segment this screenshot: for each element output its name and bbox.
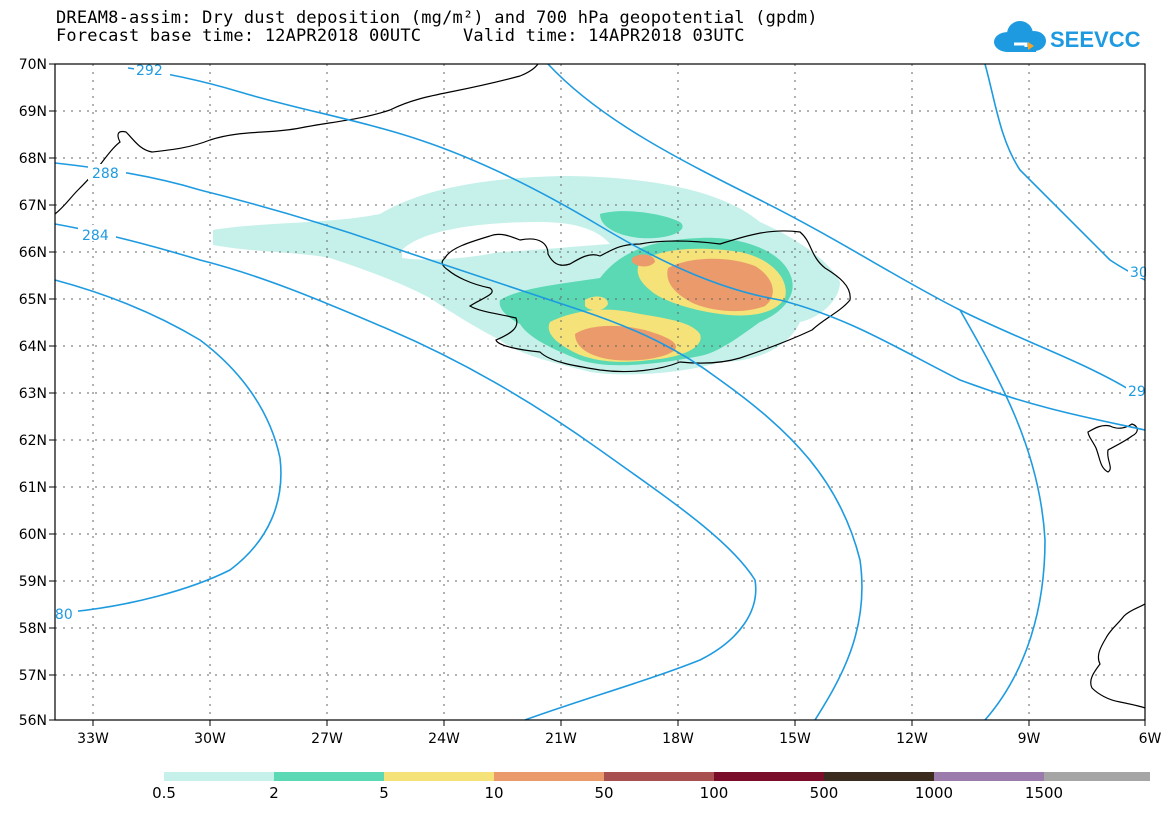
legend-label: 100 xyxy=(700,784,729,802)
lon-label: 33W xyxy=(77,731,109,747)
legend-label: 500 xyxy=(810,784,839,802)
map-title: DREAM8-assim: Dry dust deposition (mg/m²… xyxy=(56,8,818,28)
legend-labels: 0.5 2 5 10 50 100 500 1000 1500 xyxy=(152,784,1063,802)
lon-label: 18W xyxy=(662,731,694,747)
grid xyxy=(55,64,1145,720)
faroe-islands xyxy=(1087,423,1138,473)
contour-label-292: 292 xyxy=(136,63,163,79)
contour-label-284: 284 xyxy=(82,228,109,244)
seevccc-logo: SEEVCCC xyxy=(994,21,1140,52)
legend-swatch xyxy=(824,772,934,781)
contour-296 xyxy=(547,63,1131,721)
dust-gap xyxy=(402,222,610,260)
contour-280 xyxy=(54,279,282,613)
legend-label: 0.5 xyxy=(152,784,176,802)
lat-label: 58N xyxy=(19,621,47,637)
legend-label: 50 xyxy=(594,784,613,802)
lat-label: 67N xyxy=(19,198,47,214)
legend-swatch xyxy=(384,772,494,781)
lon-label: 21W xyxy=(545,731,577,747)
lat-label: 56N xyxy=(19,713,47,729)
lat-label: 57N xyxy=(19,668,47,684)
lon-label: 15W xyxy=(779,731,811,747)
lat-label: 69N xyxy=(19,104,47,120)
coastlines xyxy=(54,63,1146,709)
lon-label: 30W xyxy=(194,731,226,747)
lon-label: 12W xyxy=(896,731,928,747)
scotland-coast xyxy=(1090,603,1146,709)
lat-label: 59N xyxy=(19,574,47,590)
legend-swatch xyxy=(604,772,714,781)
map-frame xyxy=(54,63,1146,721)
legend-swatch xyxy=(494,772,604,781)
latitude-labels: 70N 69N 68N 67N 66N 65N 64N 63N 62N 61N … xyxy=(19,57,47,729)
lon-label: 9W xyxy=(1018,731,1041,747)
legend-swatch xyxy=(164,772,274,781)
legend-swatch xyxy=(274,772,384,781)
map-subtitle: Forecast base time: 12APR2018 00UTC Vali… xyxy=(56,26,745,46)
legend-label: 10 xyxy=(484,784,503,802)
legend-label: 1500 xyxy=(1025,784,1063,802)
lon-label: 27W xyxy=(311,731,343,747)
legend-swatch xyxy=(1044,772,1150,781)
lat-label: 60N xyxy=(19,527,47,543)
legend-label: 5 xyxy=(379,784,389,802)
legend-swatch xyxy=(934,772,1044,781)
lat-label: 70N xyxy=(19,57,47,73)
tick-marks xyxy=(49,63,1146,726)
legend-colorbar xyxy=(164,772,1150,781)
contour-300 xyxy=(984,63,1146,281)
lat-label: 61N xyxy=(19,480,47,496)
lat-label: 64N xyxy=(19,339,47,355)
lat-label: 63N xyxy=(19,386,47,402)
logo-text: SEEVCCC xyxy=(1050,27,1140,52)
cloud-icon xyxy=(994,21,1046,52)
legend-swatch xyxy=(714,772,824,781)
legend-label: 2 xyxy=(269,784,279,802)
lat-label: 65N xyxy=(19,292,47,308)
lon-label: 24W xyxy=(428,731,460,747)
lat-label: 62N xyxy=(19,433,47,449)
legend-label: 1000 xyxy=(915,784,953,802)
lat-label: 68N xyxy=(19,151,47,167)
contour-292 xyxy=(127,67,1146,431)
dust-area-10 xyxy=(575,254,773,361)
lon-label: 6W xyxy=(1139,731,1162,747)
contour-label-288: 288 xyxy=(92,166,119,182)
geopotential-contours xyxy=(54,63,1146,721)
contour-284 xyxy=(54,223,757,721)
dust-deposition-field xyxy=(213,176,840,375)
contour-288 xyxy=(54,162,863,721)
lat-label: 66N xyxy=(19,245,47,261)
longitude-labels: 33W 30W 27W 24W 21W 18W 15W 12W 9W 6W xyxy=(77,731,1161,747)
